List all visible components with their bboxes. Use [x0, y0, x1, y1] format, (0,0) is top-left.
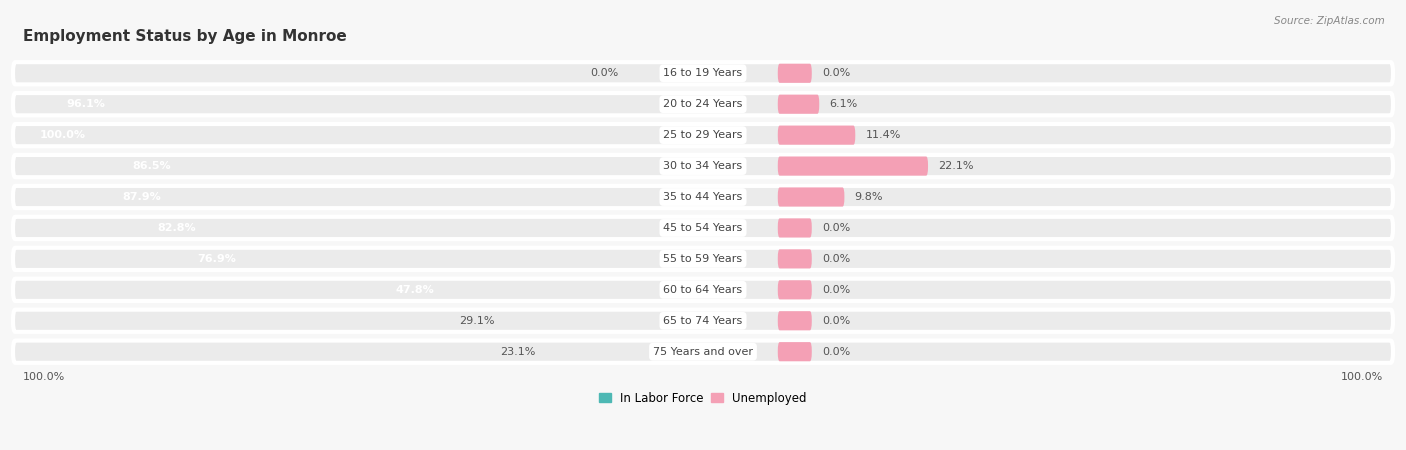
Text: 35 to 44 Years: 35 to 44 Years — [664, 192, 742, 202]
FancyBboxPatch shape — [13, 62, 1393, 85]
FancyBboxPatch shape — [13, 155, 1393, 177]
FancyBboxPatch shape — [13, 341, 1393, 363]
Text: 6.1%: 6.1% — [830, 99, 858, 109]
Text: 22.1%: 22.1% — [938, 161, 974, 171]
Text: 75 Years and over: 75 Years and over — [652, 346, 754, 357]
FancyBboxPatch shape — [13, 279, 1393, 301]
FancyBboxPatch shape — [13, 217, 1393, 239]
Text: 0.0%: 0.0% — [589, 68, 619, 78]
FancyBboxPatch shape — [778, 342, 811, 361]
Text: 65 to 74 Years: 65 to 74 Years — [664, 316, 742, 326]
FancyBboxPatch shape — [13, 248, 1393, 270]
Text: 0.0%: 0.0% — [823, 254, 851, 264]
Text: 30 to 34 Years: 30 to 34 Years — [664, 161, 742, 171]
FancyBboxPatch shape — [778, 218, 811, 238]
Text: Employment Status by Age in Monroe: Employment Status by Age in Monroe — [22, 28, 347, 44]
FancyBboxPatch shape — [778, 188, 845, 207]
Text: 0.0%: 0.0% — [823, 316, 851, 326]
Text: 86.5%: 86.5% — [132, 161, 170, 171]
Text: 29.1%: 29.1% — [460, 316, 495, 326]
Text: 20 to 24 Years: 20 to 24 Years — [664, 99, 742, 109]
FancyBboxPatch shape — [778, 280, 811, 299]
Text: 82.8%: 82.8% — [157, 223, 195, 233]
Text: Source: ZipAtlas.com: Source: ZipAtlas.com — [1274, 16, 1385, 26]
Text: 9.8%: 9.8% — [855, 192, 883, 202]
Text: 100.0%: 100.0% — [22, 373, 66, 382]
FancyBboxPatch shape — [13, 93, 1393, 115]
FancyBboxPatch shape — [778, 64, 811, 83]
Text: 87.9%: 87.9% — [122, 192, 162, 202]
Text: 60 to 64 Years: 60 to 64 Years — [664, 285, 742, 295]
FancyBboxPatch shape — [778, 157, 928, 176]
FancyBboxPatch shape — [778, 311, 811, 330]
Text: 76.9%: 76.9% — [197, 254, 236, 264]
Text: 0.0%: 0.0% — [823, 346, 851, 357]
Text: 0.0%: 0.0% — [823, 223, 851, 233]
Text: 45 to 54 Years: 45 to 54 Years — [664, 223, 742, 233]
Text: 100.0%: 100.0% — [1340, 373, 1384, 382]
Text: 96.1%: 96.1% — [66, 99, 105, 109]
FancyBboxPatch shape — [13, 310, 1393, 332]
FancyBboxPatch shape — [778, 94, 820, 114]
Text: 100.0%: 100.0% — [41, 130, 86, 140]
Text: 0.0%: 0.0% — [823, 285, 851, 295]
Legend: In Labor Force, Unemployed: In Labor Force, Unemployed — [595, 387, 811, 410]
Text: 23.1%: 23.1% — [501, 346, 536, 357]
Text: 16 to 19 Years: 16 to 19 Years — [664, 68, 742, 78]
FancyBboxPatch shape — [13, 124, 1393, 146]
Text: 47.8%: 47.8% — [395, 285, 434, 295]
Text: 11.4%: 11.4% — [866, 130, 901, 140]
FancyBboxPatch shape — [778, 126, 855, 145]
Text: 25 to 29 Years: 25 to 29 Years — [664, 130, 742, 140]
FancyBboxPatch shape — [13, 186, 1393, 208]
FancyBboxPatch shape — [778, 249, 811, 269]
Text: 0.0%: 0.0% — [823, 68, 851, 78]
Text: 55 to 59 Years: 55 to 59 Years — [664, 254, 742, 264]
